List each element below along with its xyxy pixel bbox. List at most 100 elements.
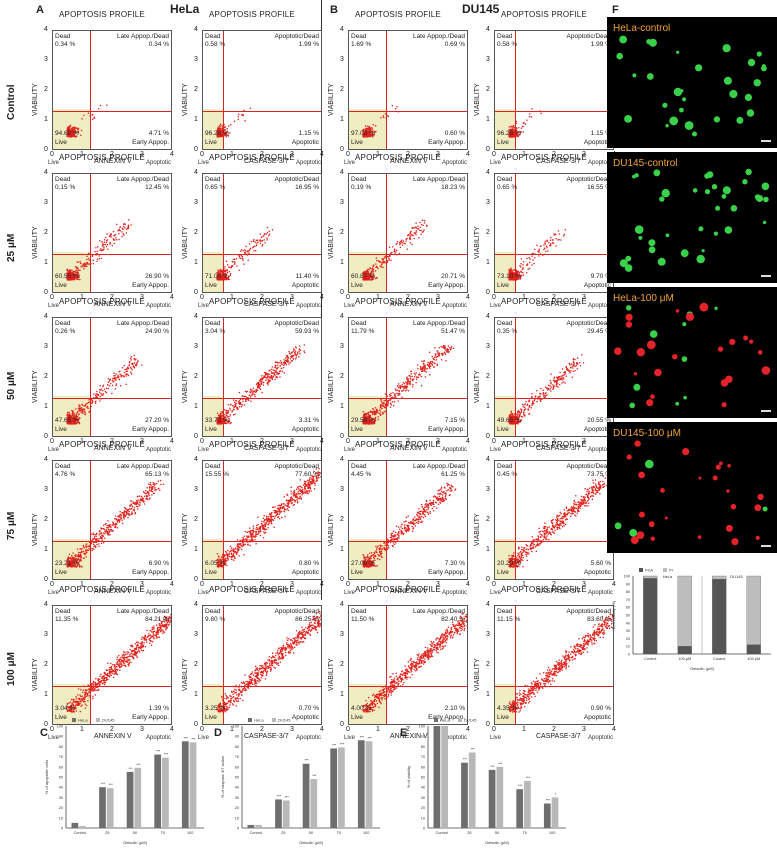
- event-dot: [115, 237, 117, 239]
- event-dot: [263, 520, 265, 523]
- event-dot: [230, 547, 233, 550]
- event-dot: [251, 671, 254, 673]
- event-dot: [108, 380, 111, 382]
- event-dot: [246, 251, 248, 253]
- event-dot: [137, 360, 139, 363]
- event-dot: [154, 486, 156, 489]
- event-dot: [73, 422, 75, 425]
- event-dot: [283, 510, 285, 512]
- event-dot: [135, 505, 138, 508]
- event-dot: [131, 645, 134, 648]
- upper-right-label: Late Appop./Dead: [116, 463, 169, 470]
- live-value: 96.28 %: [205, 130, 229, 137]
- event-dot: [281, 647, 283, 649]
- event-dot: [268, 664, 271, 667]
- event-dot: [279, 376, 281, 378]
- upper-right-value: 12.45 %: [145, 184, 169, 191]
- event-dot: [234, 551, 237, 553]
- y-tick: 4: [194, 313, 198, 320]
- event-dot: [126, 661, 129, 663]
- event-dot: [66, 558, 69, 561]
- event-dot: [139, 500, 141, 502]
- event-dot: [105, 530, 108, 533]
- event-dot: [284, 359, 287, 362]
- event-dot: [279, 369, 282, 372]
- event-dot: [255, 672, 258, 674]
- y-tick: 1: [44, 116, 48, 123]
- quadrant-line-horizontal: [349, 111, 467, 112]
- upper-right-label: Apoptotic/Dead: [274, 176, 319, 183]
- event-dot: [66, 269, 68, 271]
- event-dot: [319, 624, 321, 626]
- event-dot: [261, 525, 264, 527]
- event-dot: [98, 257, 101, 260]
- event-dot: [130, 500, 132, 502]
- event-dot: [274, 371, 276, 374]
- event-dot: [278, 510, 281, 512]
- event-dot: [278, 652, 281, 655]
- event-dot: [76, 559, 79, 561]
- event-dot: [308, 623, 311, 626]
- event-dot: [271, 368, 273, 370]
- event-dot: [270, 666, 272, 668]
- event-dot: [130, 224, 132, 226]
- event-dot: [115, 373, 117, 375]
- event-dot: [251, 678, 254, 680]
- dead-value: 3.04 %: [205, 328, 226, 335]
- event-dot: [229, 414, 232, 416]
- event-dot: [91, 533, 93, 535]
- event-dot: [382, 116, 385, 119]
- event-dot: [242, 259, 244, 262]
- event-dot: [71, 126, 74, 129]
- y-tick: 2: [340, 86, 344, 93]
- event-dot: [264, 519, 267, 521]
- event-dot: [268, 655, 271, 658]
- event-dot: [234, 404, 237, 407]
- event-dot: [282, 645, 284, 648]
- event-dot: [266, 237, 268, 239]
- event-dot: [239, 547, 241, 549]
- event-dot: [121, 231, 123, 233]
- upper-right-value: 77.60 %: [295, 471, 319, 478]
- event-dot: [73, 564, 75, 567]
- y-axis-label: VIABILITY: [182, 513, 189, 546]
- event-dot: [298, 351, 300, 353]
- event-dot: [123, 518, 125, 520]
- event-dot: [126, 373, 129, 376]
- event-dot: [227, 403, 229, 406]
- event-dot: [74, 701, 77, 704]
- event-dot: [101, 248, 104, 251]
- upper-right-label: Late Appop./Dead: [116, 176, 169, 183]
- event-dot: [291, 359, 293, 362]
- event-dot: [301, 641, 304, 643]
- event-dot: [72, 552, 74, 554]
- event-dot: [80, 689, 82, 691]
- lower-right-value: 0.80 %: [298, 560, 319, 567]
- event-dot: [109, 243, 112, 245]
- event-dot: [77, 554, 79, 556]
- event-dot: [292, 350, 294, 353]
- event-dot: [150, 484, 152, 486]
- event-dot: [97, 679, 100, 681]
- event-dot: [267, 659, 269, 661]
- event-dot: [85, 544, 87, 546]
- y-tick: 2: [194, 516, 198, 523]
- x-tick: 2: [110, 151, 114, 158]
- event-dot: [79, 269, 81, 271]
- event-dot: [92, 695, 94, 698]
- plot-title: APOPTOSIS PROFILE: [59, 585, 145, 594]
- y-axis-label: VIABILITY: [32, 370, 39, 403]
- event-dot: [113, 242, 115, 245]
- event-dot: [242, 114, 244, 116]
- event-dot: [76, 555, 78, 557]
- event-dot: [80, 553, 82, 556]
- quadrant-line-vertical: [90, 31, 91, 149]
- event-dot: [102, 532, 105, 534]
- upper-right-label: Apoptotic/Dead: [274, 33, 319, 40]
- event-dot: [259, 530, 262, 533]
- event-dot: [140, 638, 143, 640]
- event-dot: [117, 230, 119, 232]
- event-dot: [137, 508, 139, 510]
- event-dot: [78, 418, 80, 420]
- event-dot: [277, 504, 279, 507]
